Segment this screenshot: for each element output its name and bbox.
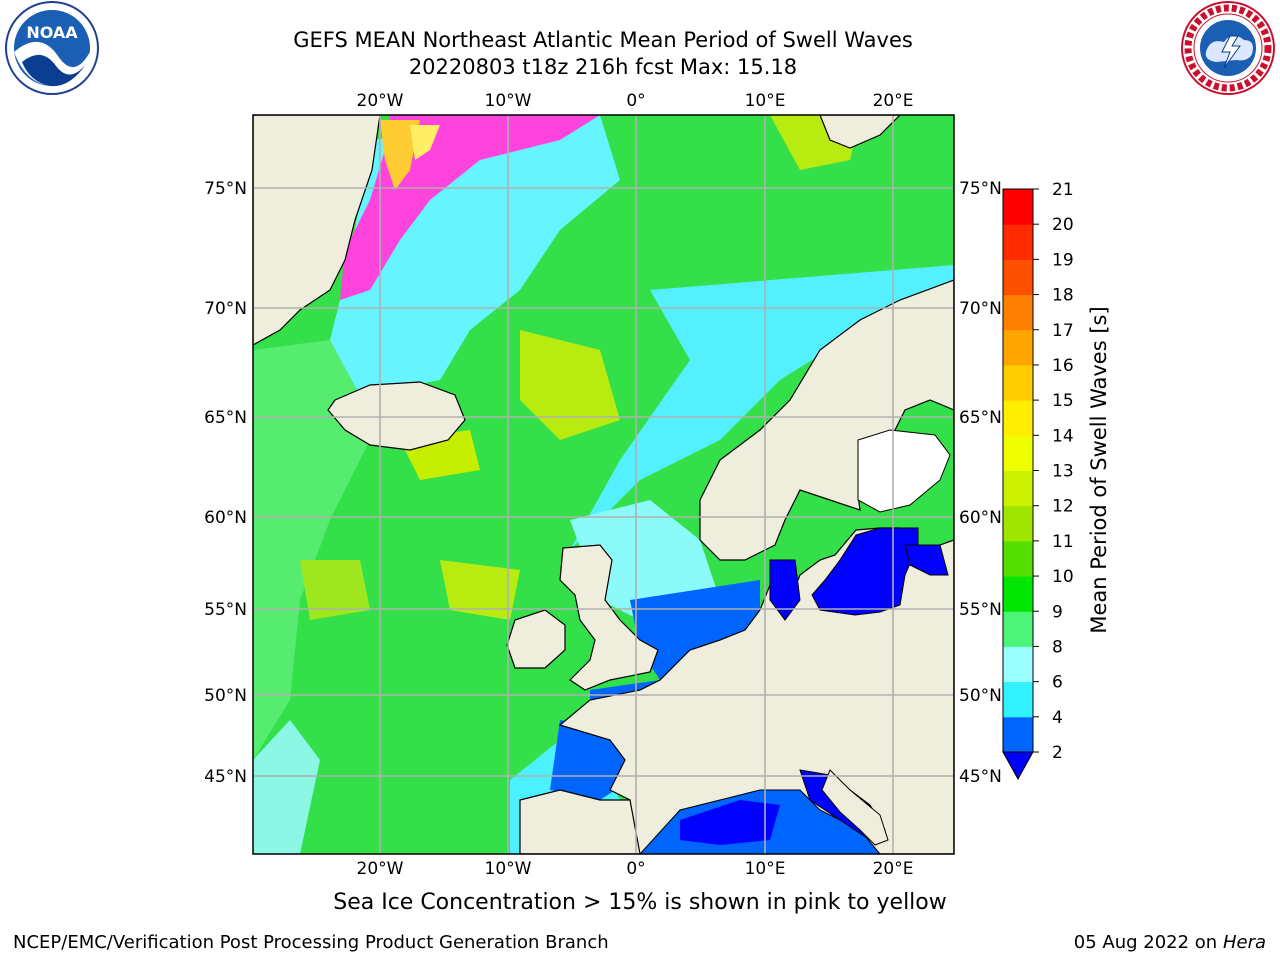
colorbar-tick-label: 15 bbox=[1052, 391, 1074, 411]
colorbar-tick-label: 13 bbox=[1052, 462, 1074, 482]
colorbar-tick-label: 17 bbox=[1052, 321, 1074, 341]
colorbar: 2 4 6 8 9 10 11 12 13 14 15 16 17 18 19 20 21 bbox=[1002, 180, 1074, 781]
lat-tick-left: 45°N bbox=[204, 767, 247, 787]
lon-tick-top: 10°E bbox=[745, 91, 786, 111]
map-area bbox=[253, 115, 954, 854]
lon-tick-bottom: 10°E bbox=[745, 859, 786, 879]
colorbar-cell bbox=[1003, 505, 1033, 542]
colorbar-tick-label: 19 bbox=[1052, 250, 1074, 270]
lat-tick-right: 65°N bbox=[959, 408, 1002, 428]
map-subtitle: 20220803 t18z 216h fcst Max: 15.18 bbox=[408, 55, 798, 79]
colorbar-under-arrow bbox=[1002, 751, 1034, 781]
colorbar-cell bbox=[1003, 329, 1033, 366]
noaa-logo-text: NOAA bbox=[26, 23, 78, 42]
colorbar-cell bbox=[1003, 435, 1033, 471]
lat-tick-left: 60°N bbox=[204, 508, 247, 528]
colorbar-cell bbox=[1003, 470, 1033, 507]
colorbar-cell bbox=[1003, 646, 1033, 683]
lon-tick-top: 10°W bbox=[485, 91, 532, 111]
footer-credit: NCEP/EMC/Verification Post Processing Pr… bbox=[13, 932, 609, 953]
nws-logo-icon bbox=[1181, 1, 1275, 95]
lon-tick-bottom: 10°W bbox=[485, 859, 532, 879]
colorbar-tick-label: 2 bbox=[1052, 743, 1063, 763]
lat-tick-right: 45°N bbox=[959, 767, 1002, 787]
sea-ice-caption: Sea Ice Concentration > 15% is shown in … bbox=[333, 890, 947, 915]
lat-tick-left: 65°N bbox=[204, 408, 247, 428]
colorbar-cell bbox=[1003, 576, 1033, 612]
colorbar-tick-label: 9 bbox=[1052, 602, 1063, 622]
colorbar-tick-label: 21 bbox=[1052, 180, 1074, 200]
map-title: GEFS MEAN Northeast Atlantic Mean Period… bbox=[293, 28, 913, 52]
colorbar-label: Mean Period of Swell Waves [s] bbox=[1087, 306, 1111, 633]
map-frame bbox=[252, 114, 955, 855]
colorbar-tick-label: 10 bbox=[1052, 567, 1074, 587]
colorbar-cell bbox=[1003, 189, 1033, 225]
lat-tick-left: 55°N bbox=[204, 600, 247, 620]
lat-tick-left: 75°N bbox=[204, 179, 247, 199]
colorbar-cell bbox=[1003, 540, 1033, 577]
colorbar-cell bbox=[1003, 364, 1033, 401]
noaa-logo-icon: NOAA bbox=[5, 1, 99, 95]
colorbar-tick-label: 20 bbox=[1052, 215, 1074, 235]
footer-host: Hera bbox=[1222, 932, 1266, 953]
lat-tick-right: 70°N bbox=[959, 299, 1002, 319]
lon-tick-bottom: 0° bbox=[626, 859, 645, 879]
colorbar-tick-label: 12 bbox=[1052, 497, 1074, 517]
map-gridlines bbox=[253, 115, 954, 854]
lat-tick-left: 70°N bbox=[204, 299, 247, 319]
colorbar-tick-label: 18 bbox=[1052, 286, 1074, 306]
colorbar-tick-label: 11 bbox=[1052, 532, 1074, 552]
lat-tick-right: 75°N bbox=[959, 179, 1002, 199]
colorbar-cell bbox=[1003, 400, 1033, 436]
colorbar-cell bbox=[1003, 681, 1033, 718]
lon-tick-top: 20°W bbox=[357, 91, 404, 111]
colorbar-cell bbox=[1003, 294, 1033, 331]
colorbar-cell bbox=[1003, 224, 1033, 260]
colorbar-cell bbox=[1003, 259, 1033, 296]
colorbar-tick-label: 16 bbox=[1052, 356, 1074, 376]
colorbar-tick-label: 14 bbox=[1052, 426, 1074, 446]
lon-tick-bottom: 20°W bbox=[357, 859, 404, 879]
lon-tick-top: 20°E bbox=[873, 91, 914, 111]
colorbar-tick-label: 8 bbox=[1052, 637, 1063, 657]
colorbar-cell bbox=[1003, 611, 1033, 647]
footer-date: 05 Aug 2022 on Hera bbox=[1074, 932, 1266, 953]
footer-date-text: 05 Aug 2022 on bbox=[1073, 932, 1218, 953]
lat-tick-right: 55°N bbox=[959, 600, 1002, 620]
colorbar-tick-label: 6 bbox=[1052, 673, 1063, 693]
lon-tick-bottom: 20°E bbox=[873, 859, 914, 879]
lat-tick-left: 50°N bbox=[204, 686, 247, 706]
lon-tick-top: 0° bbox=[626, 91, 645, 111]
lat-tick-right: 60°N bbox=[959, 508, 1002, 528]
colorbar-cell bbox=[1003, 716, 1033, 753]
colorbar-tick-label: 4 bbox=[1052, 708, 1063, 728]
lat-tick-right: 50°N bbox=[959, 686, 1002, 706]
